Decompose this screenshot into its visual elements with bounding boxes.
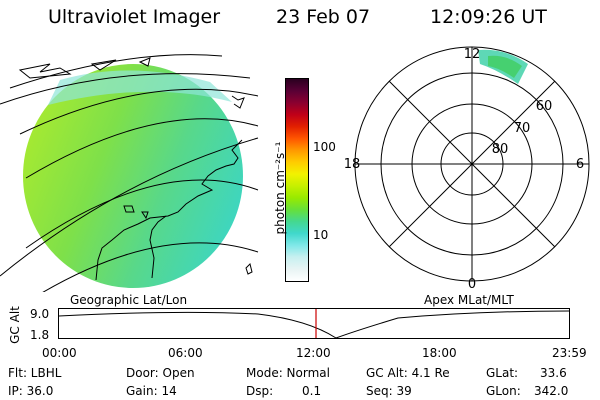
mlt-label-12: 12 xyxy=(464,47,481,62)
mode-info: Mode: Normal xyxy=(246,366,330,380)
lat-label-60: 60 xyxy=(536,99,553,114)
dsp-label: Dsp: xyxy=(246,384,274,398)
lat-label-70: 70 xyxy=(514,121,531,136)
time-tick-1800: 18:00 xyxy=(422,346,457,360)
mlt-label-6: 6 xyxy=(576,157,584,172)
altitude-tick-1-8: 1.8 xyxy=(30,328,50,342)
time-tick-0000: 00:00 xyxy=(42,346,77,360)
polar-diagonal-2 xyxy=(388,80,556,248)
ip-info: IP: 36.0 xyxy=(8,384,54,398)
apex-panel-label: Apex MLat/MLT xyxy=(424,293,514,307)
gain-info: Gain: 14 xyxy=(126,384,177,398)
uv-disk-image xyxy=(0,54,259,292)
geographic-grid xyxy=(0,54,259,292)
observation-time: 12:09:26 UT xyxy=(430,6,547,28)
altitude-curve xyxy=(58,310,570,339)
gc-alt-info: GC Alt: 4.1 Re xyxy=(366,366,450,380)
lat-label-80: 80 xyxy=(492,142,509,157)
time-tick-1200: 12:00 xyxy=(296,346,331,360)
colorbar-label: photon cm⁻²s⁻¹ xyxy=(273,141,287,235)
time-tick-0600: 06:00 xyxy=(168,346,203,360)
seq-info: Seq: 39 xyxy=(366,384,412,398)
time-tick-2359: 23:59 xyxy=(552,346,587,360)
dsp-value: 0.1 xyxy=(302,384,322,398)
glat-value: 33.6 xyxy=(540,366,567,380)
glat-label: GLat: xyxy=(486,366,519,380)
mlt-label-18: 18 xyxy=(344,157,361,172)
glon-value: 342.0 xyxy=(534,384,569,398)
filter-info: Flt: LBHL xyxy=(8,366,62,380)
coastline xyxy=(18,57,253,281)
observation-date: 23 Feb 07 xyxy=(276,6,371,28)
mlt-label-0: 0 xyxy=(468,277,476,292)
glon-label: GLon: xyxy=(486,384,521,398)
door-info: Door: Open xyxy=(126,366,195,380)
instrument-title: Ultraviolet Imager xyxy=(48,6,221,28)
colorbar-tick-10: 10 xyxy=(313,228,329,242)
colorbar-tick-100: 100 xyxy=(313,140,336,154)
colorbar xyxy=(285,78,309,282)
geographic-panel-label: Geographic Lat/Lon xyxy=(70,293,188,307)
altitude-tick-9: 9.0 xyxy=(30,307,50,321)
polar-plot: 12 0 18 6 60 70 80 xyxy=(344,46,590,292)
uv-disk xyxy=(23,64,243,288)
altitude-axis-label: GC Alt xyxy=(8,306,22,344)
altitude-plot xyxy=(58,308,570,339)
